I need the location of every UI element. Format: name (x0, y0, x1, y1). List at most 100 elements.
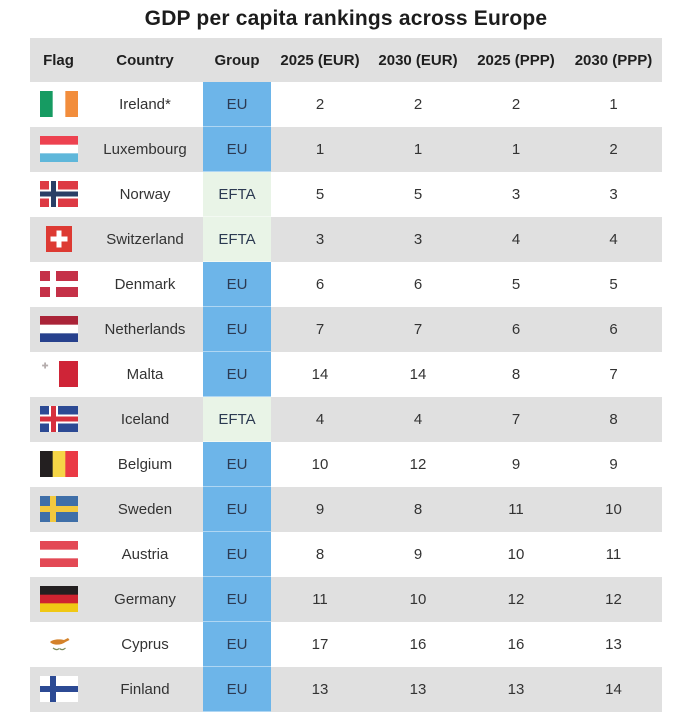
cell-flag (30, 667, 87, 712)
cell-country: Netherlands (104, 320, 186, 338)
cell-rank-2025-eur: 9 (315, 500, 325, 518)
cell-country: Iceland (120, 410, 170, 428)
flag-luxembourg-icon (30, 136, 87, 162)
cell-rank-2030-ppp: 1 (609, 95, 618, 113)
cell-country: Norway (119, 185, 171, 203)
cell-country: Austria (121, 545, 169, 563)
cell-country: Ireland* (119, 95, 171, 113)
flag-finland-icon (30, 676, 87, 702)
cell-rank-2030-ppp: 8 (609, 410, 618, 428)
table-row: Belgium EU 10 12 9 9 (30, 441, 662, 487)
col-header-flag: Flag (43, 51, 74, 69)
group-badge: EFTA (203, 216, 271, 262)
cell-rank-2030-eur: 6 (413, 275, 423, 293)
cell-rank-2030-eur: 1 (413, 140, 423, 158)
flag-austria-icon (30, 541, 87, 567)
cell-rank-2030-ppp: 14 (605, 680, 622, 698)
cell-rank-2025-ppp: 8 (511, 365, 521, 383)
table-row: Sweden EU 9 8 11 10 (30, 486, 662, 532)
cell-country: Sweden (117, 500, 173, 518)
cell-rank-2025-ppp: 6 (511, 320, 521, 338)
flag-malta-icon (30, 361, 87, 387)
group-badge: EU (203, 486, 271, 532)
cell-rank-2025-eur: 7 (315, 320, 325, 338)
cell-rank-2025-ppp: 3 (511, 185, 521, 203)
cell-rank-2030-eur: 4 (413, 410, 423, 428)
cell-country: Finland (120, 680, 170, 698)
col-header-2030-ppp: 2030 (PPP) (574, 51, 653, 69)
group-badge: EU (203, 531, 271, 577)
cell-rank-2030-ppp: 6 (609, 320, 618, 338)
group-badge: EU (203, 306, 271, 352)
table-row: Ireland* EU 2 2 2 1 (30, 82, 662, 127)
table-row: Austria EU 8 9 10 11 (30, 531, 662, 577)
col-header-2030-eur: 2030 (EUR) (378, 51, 458, 69)
cell-country: Germany (114, 590, 176, 608)
cell-rank-2025-ppp: 5 (511, 275, 521, 293)
cell-rank-2025-ppp: 2 (511, 95, 521, 113)
cell-rank-2025-eur: 8 (315, 545, 325, 563)
cell-flag (30, 82, 87, 127)
group-badge: EU (203, 82, 271, 127)
col-header-2025-eur: 2025 (EUR) (280, 51, 360, 69)
cell-rank-2025-eur: 17 (311, 635, 329, 653)
cell-country: Cyprus (121, 635, 169, 653)
cell-flag (30, 577, 87, 622)
col-header-country: Country (116, 51, 174, 69)
cell-rank-2030-eur: 9 (413, 545, 423, 563)
cell-rank-2025-ppp: 7 (511, 410, 521, 428)
cell-rank-2030-eur: 5 (413, 185, 423, 203)
group-badge: EFTA (203, 396, 271, 442)
table-row: Iceland EFTA 4 4 7 8 (30, 396, 662, 442)
cell-flag (30, 397, 87, 442)
cell-country: Denmark (114, 275, 176, 293)
cell-rank-2025-ppp: 4 (511, 230, 521, 248)
header-row: Flag Country Group 2025 (EUR) 2030 (EUR) 2025… (30, 38, 662, 82)
cell-rank-2025-eur: 3 (315, 230, 325, 248)
flag-denmark-icon (30, 271, 87, 297)
cell-rank-2030-eur: 2 (413, 95, 423, 113)
col-header-group: Group (214, 51, 260, 69)
cell-rank-2030-eur: 10 (409, 590, 427, 608)
table-row: Luxembourg EU 1 1 1 2 (30, 126, 662, 172)
group-badge: EFTA (203, 171, 271, 217)
cell-flag (30, 442, 87, 487)
cell-flag (30, 172, 87, 217)
cell-rank-2030-ppp: 11 (605, 545, 622, 563)
cell-rank-2030-ppp: 4 (609, 230, 618, 248)
group-badge: EU (203, 621, 271, 667)
rankings-table: Flag Country Group 2025 (EUR) 2030 (EUR) 2025… (30, 38, 662, 712)
cell-rank-2025-ppp: 11 (508, 500, 524, 518)
cell-rank-2030-ppp: 3 (609, 185, 618, 203)
flag-sweden-icon (30, 496, 87, 522)
cell-rank-2030-ppp: 12 (605, 590, 622, 608)
group-badge: EU (203, 576, 271, 622)
table-row: Switzerland EFTA 3 3 4 4 (30, 216, 662, 262)
col-header-2025-ppp: 2025 (PPP) (477, 51, 555, 69)
table-row: Denmark EU 6 6 5 5 (30, 261, 662, 307)
cell-rank-2025-eur: 11 (312, 590, 328, 608)
table-row: Netherlands EU 7 7 6 6 (30, 306, 662, 352)
flag-iceland-icon (30, 406, 87, 432)
cell-rank-2025-eur: 6 (315, 275, 325, 293)
flag-ireland-icon (30, 91, 87, 118)
flag-belgium-icon (30, 451, 87, 477)
cell-rank-2030-ppp: 7 (609, 365, 618, 383)
cell-rank-2025-eur: 14 (311, 365, 329, 383)
cell-country: Luxembourg (103, 140, 187, 158)
cell-country: Belgium (117, 455, 173, 473)
cell-rank-2025-eur: 5 (315, 185, 325, 203)
cell-rank-2030-eur: 13 (409, 680, 427, 698)
table-header: Flag Country Group 2025 (EUR) 2030 (EUR) 2025… (30, 38, 662, 82)
cell-rank-2030-ppp: 2 (609, 140, 618, 158)
group-badge: EU (203, 261, 271, 307)
cell-country: Switzerland (106, 230, 184, 248)
cell-rank-2030-eur: 8 (413, 500, 423, 518)
cell-rank-2025-ppp: 12 (507, 590, 525, 608)
table-row: Finland EU 13 13 13 14 (30, 666, 662, 712)
cell-rank-2025-ppp: 9 (511, 455, 521, 473)
cell-rank-2030-ppp: 9 (609, 455, 618, 473)
flag-germany-icon (30, 586, 87, 612)
cell-rank-2025-eur: 13 (311, 680, 329, 698)
group-badge: EU (203, 441, 271, 487)
